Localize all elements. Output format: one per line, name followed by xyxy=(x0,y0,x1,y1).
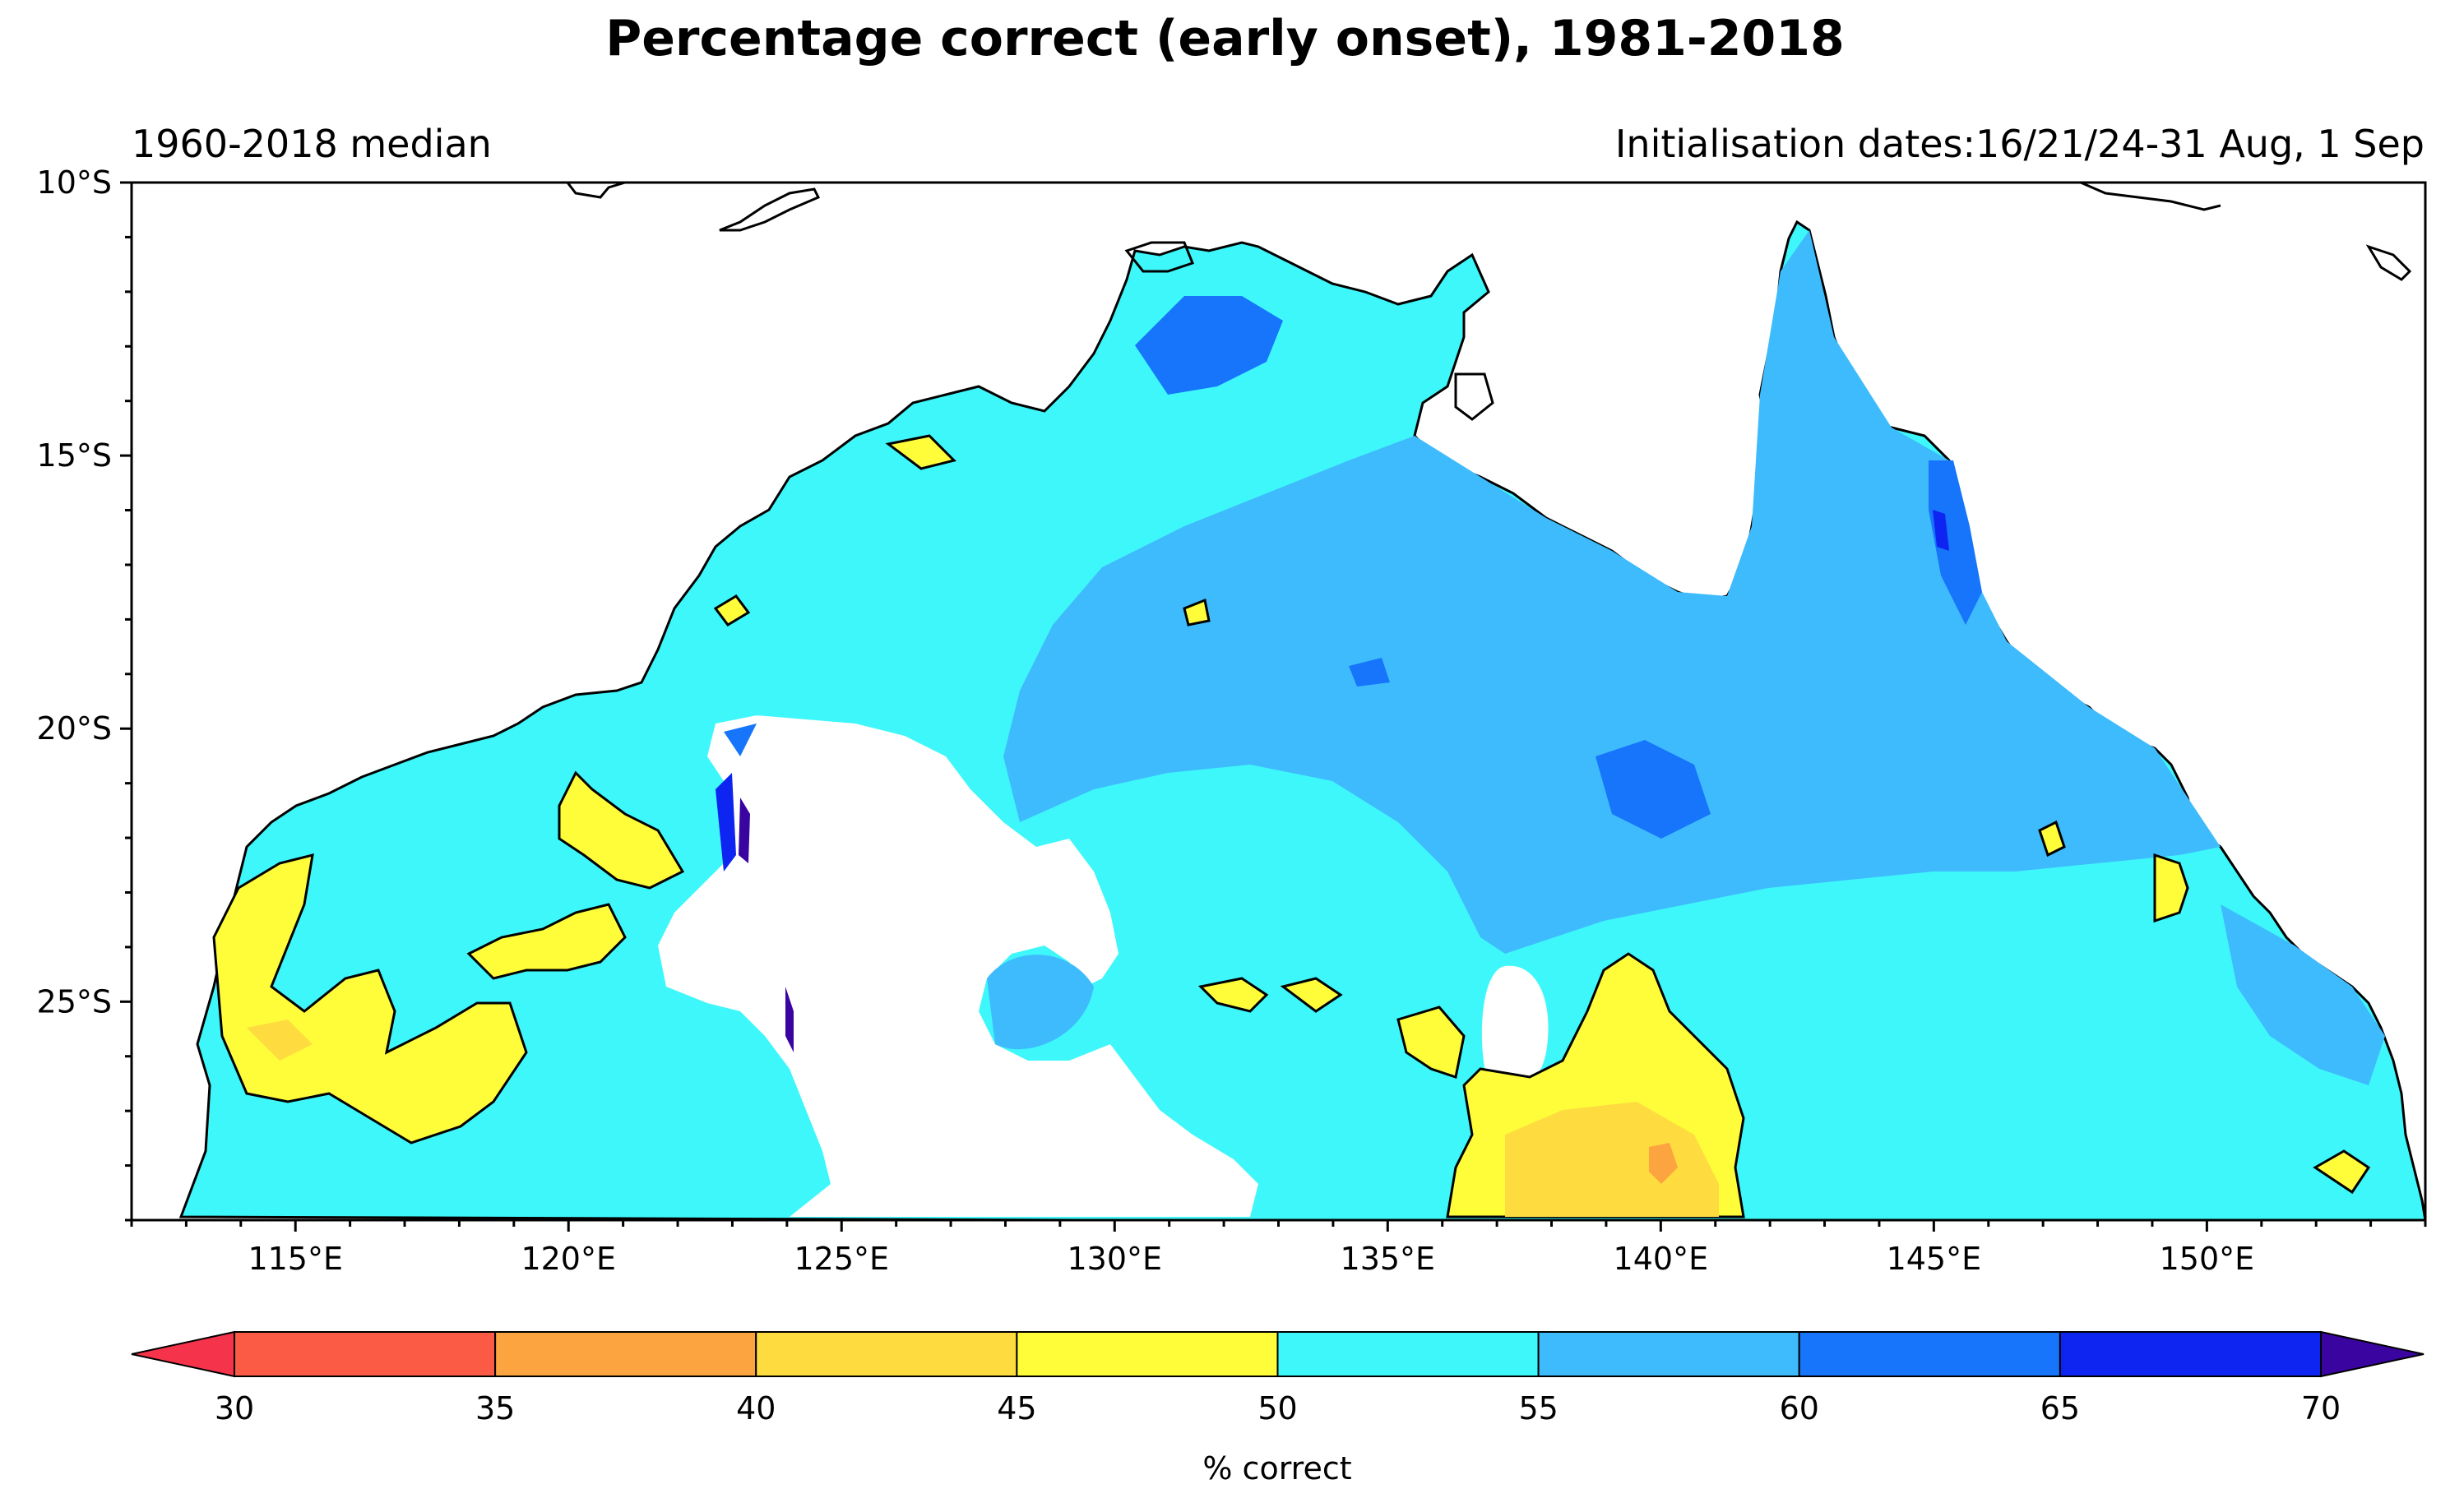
colorbar-segment-40-45 xyxy=(755,1331,1018,1377)
longitude-axis: 115°E 120°E 125°E 130°E 135°E 140°E 145°E 150°E xyxy=(130,1220,2427,1277)
longitude-tick-label: 120°E xyxy=(521,1241,616,1277)
colorbar-over-arrow xyxy=(2320,1330,2425,1378)
latitude-tick-label: 25°S xyxy=(37,983,112,1020)
class-55-60-areas xyxy=(987,230,2385,1085)
masked-region-south xyxy=(1481,965,1549,1094)
colorbar-tick-label: 70 xyxy=(2301,1390,2341,1426)
colorbar-tick-label: 50 xyxy=(1257,1390,1297,1426)
longitude-tick-label: 135°E xyxy=(1341,1241,1436,1277)
colorbar-segment-45-50 xyxy=(1016,1331,1279,1377)
latitude-tick-label: 20°S xyxy=(37,710,112,747)
colorbar-tick-label: 30 xyxy=(215,1390,254,1426)
masked-region-interior xyxy=(658,715,1258,1217)
colorbar-segment-60-65 xyxy=(1798,1331,2061,1377)
colorbar-segment-55-60 xyxy=(1537,1331,1800,1377)
latitude-tick-label: 10°S xyxy=(37,164,112,201)
colorbar-segment-65-70 xyxy=(2059,1331,2322,1377)
longitude-tick-label: 150°E xyxy=(2160,1241,2255,1277)
colorbar-tick-label: 65 xyxy=(2040,1390,2080,1426)
baseline-label: 1960-2018 median xyxy=(132,122,492,166)
longitude-tick-label: 145°E xyxy=(1887,1241,1982,1277)
colorbar: 30 35 40 45 50 55 60 65 70 % correct xyxy=(131,1330,2425,1487)
colorbar-segment-50-55 xyxy=(1276,1331,1540,1377)
longitude-tick-label: 115°E xyxy=(248,1241,343,1277)
class-65-70-areas xyxy=(716,510,1949,872)
class-40-45-areas xyxy=(247,1020,1719,1217)
map-plot-area xyxy=(178,183,2425,1220)
colorbar-tick-label: 60 xyxy=(1780,1390,1819,1426)
class-over-70-areas xyxy=(739,798,794,1052)
neighbouring-islands xyxy=(566,183,2412,421)
map-title: Percentage correct (early onset), 1981-2… xyxy=(605,10,1845,67)
colorbar-segments xyxy=(234,1331,2322,1377)
colorbar-tick-label: 40 xyxy=(736,1390,776,1426)
colorbar-label: % correct xyxy=(1202,1450,1351,1487)
latitude-axis: 10°S 15°S 20°S 25°S xyxy=(37,164,132,1222)
class-60-65-areas xyxy=(724,296,1982,839)
initialisation-dates-label: Initialisation dates:16/21/24-31 Aug, 1 … xyxy=(1614,122,2425,166)
longitude-tick-label: 125°E xyxy=(794,1241,889,1277)
colorbar-ticks: 30 35 40 45 50 55 60 65 70 xyxy=(215,1390,2341,1426)
colorbar-segment-35-40 xyxy=(494,1331,757,1377)
colorbar-tick-label: 45 xyxy=(997,1390,1036,1426)
class-35-40-areas xyxy=(1649,1143,1678,1184)
longitude-tick-label: 140°E xyxy=(1614,1241,1709,1277)
colorbar-tick-label: 35 xyxy=(475,1390,515,1426)
longitude-tick-label: 130°E xyxy=(1068,1241,1163,1277)
colorbar-under-arrow xyxy=(131,1330,235,1378)
latitude-tick-label: 15°S xyxy=(37,437,112,474)
colorbar-tick-label: 55 xyxy=(1518,1390,1558,1426)
colorbar-segment-30-35 xyxy=(234,1331,497,1377)
